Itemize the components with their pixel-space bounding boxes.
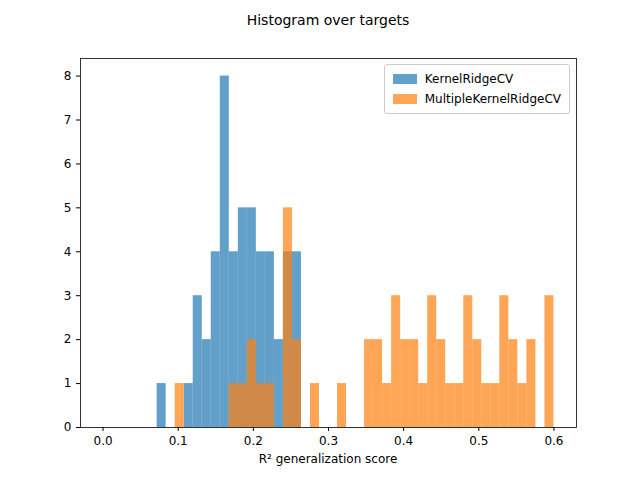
svg-text:2: 2 (64, 332, 72, 346)
svg-text:0.0: 0.0 (93, 434, 112, 448)
svg-text:3: 3 (64, 289, 72, 303)
svg-text:0.5: 0.5 (469, 434, 488, 448)
svg-text:0.2: 0.2 (244, 434, 263, 448)
html-text:MultipleKernelRidgeCV: MultipleKernelRidgeCV (424, 92, 561, 106)
svg-text:0.3: 0.3 (319, 434, 338, 448)
svg-text:0.1: 0.1 (169, 434, 188, 448)
svg-text:7: 7 (64, 113, 72, 127)
svg-text:5: 5 (64, 201, 72, 215)
html-text:R² generalization score: R² generalization score (258, 452, 398, 466)
svg-text:0.6: 0.6 (544, 434, 563, 448)
svg-text:8: 8 (64, 69, 72, 83)
svg-text:0.4: 0.4 (394, 434, 413, 448)
html-text:KernelRidgeCV: KernelRidgeCV (424, 72, 514, 86)
svg-text:6: 6 (64, 157, 72, 171)
svg-text:4: 4 (64, 245, 72, 259)
html-text:Histogram over targets: Histogram over targets (246, 12, 410, 28)
svg-text:0: 0 (64, 420, 72, 434)
svg-text:1: 1 (64, 376, 72, 390)
